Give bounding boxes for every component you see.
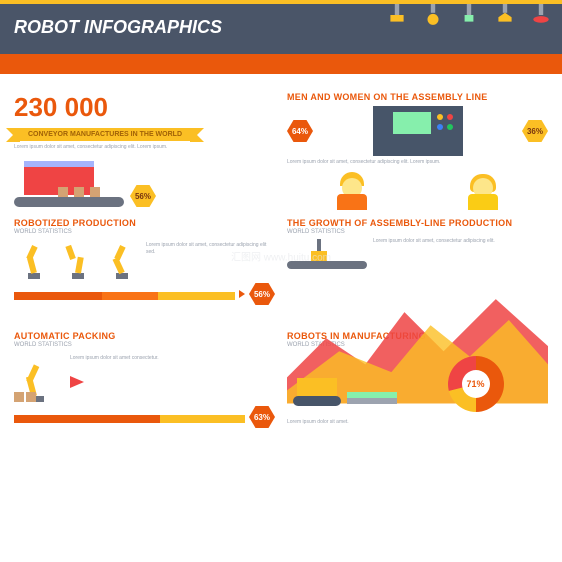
control-panel-icon [373, 106, 463, 156]
header: ROBOT INFOGRAPHICS [0, 0, 562, 54]
packing-robot-icon [14, 352, 64, 402]
growth-block: THE GROWTH OF ASSEMBLY-LINE PRODUCTION W… [287, 218, 548, 323]
packing-lorem: Lorem ipsum dolor sit amet consectetur. [70, 355, 275, 362]
header-arm-icon [458, 4, 480, 26]
donut-pct: 71% [462, 370, 490, 398]
robot-arm-icon [14, 239, 54, 279]
manufacturing-lorem: Lorem ipsum dolor sit amet. [287, 419, 548, 426]
ribbon-label: CONVEYOR MANUFACTURES IN THE WORLD [14, 128, 196, 141]
robot-arm-icon [58, 239, 98, 279]
robotized-bar [14, 292, 235, 300]
tracked-robot-icon [287, 366, 397, 406]
robotized-subtitle: WORLD STATISTICS [14, 229, 275, 235]
robotized-block: ROBOTIZED PRODUCTION WORLD STATISTICS Lo… [14, 218, 275, 323]
packing-subtitle: WORLD STATISTICS [14, 342, 275, 348]
header-title: ROBOT INFOGRAPHICS [14, 17, 222, 38]
growth-area-chart [287, 273, 548, 323]
robotized-title: ROBOTIZED PRODUCTION [14, 218, 275, 228]
mid-row: ROBOTIZED PRODUCTION WORLD STATISTICS Lo… [14, 218, 548, 323]
packing-title: AUTOMATIC PACKING [14, 331, 275, 341]
assembly-block: MEN AND WOMEN ON THE ASSEMBLY LINE 64% 3… [287, 92, 548, 210]
header-arm-icon [422, 4, 444, 26]
robotized-lorem: Lorem ipsum dolor sit amet, consectetur … [146, 242, 275, 256]
men-pct-hex: 64% [287, 120, 313, 142]
robotized-pct-hex: 56% [249, 283, 275, 305]
content-area: 230 000 CONVEYOR MANUFACTURES IN THE WOR… [0, 74, 562, 438]
manufacturing-donut: 71% [448, 356, 504, 412]
assembly-title: MEN AND WOMEN ON THE ASSEMBLY LINE [287, 92, 548, 102]
infographic-container: ROBOT INFOGRAPHICS 230 000 CONVEYOR MANU… [0, 0, 562, 562]
factory-icon [14, 157, 124, 207]
factory-pct-hex: 56% [130, 185, 156, 207]
packing-bar [14, 415, 245, 423]
packing-block: AUTOMATIC PACKING WORLD STATISTICS Lorem… [14, 331, 275, 428]
crane-conveyor-icon [287, 239, 367, 269]
male-worker-icon [332, 170, 372, 210]
stats-lorem: Lorem ipsum dolor sit amet, consectetur … [14, 144, 275, 151]
header-robot-arms [386, 4, 552, 26]
top-row: 230 000 CONVEYOR MANUFACTURES IN THE WOR… [14, 92, 548, 210]
stats-block: 230 000 CONVEYOR MANUFACTURES IN THE WOR… [14, 92, 275, 210]
hazard-stripe [0, 54, 562, 74]
growth-title: THE GROWTH OF ASSEMBLY-LINE PRODUCTION [287, 218, 548, 228]
women-pct-hex: 36% [522, 120, 548, 142]
assembly-lorem: Lorem ipsum dolor sit amet, consectetur … [287, 159, 548, 166]
big-number: 230 000 [14, 92, 275, 123]
header-arm-icon [530, 4, 552, 26]
header-arm-icon [386, 4, 408, 26]
growth-lorem: Lorem ipsum dolor sit amet, consectetur … [373, 238, 548, 269]
arrow-icon [239, 290, 245, 298]
robot-arm-icon [102, 239, 142, 279]
arrow-icon [70, 376, 84, 388]
header-arm-icon [494, 4, 516, 26]
female-worker-icon [463, 170, 503, 210]
packing-pct-hex: 63% [249, 406, 275, 428]
